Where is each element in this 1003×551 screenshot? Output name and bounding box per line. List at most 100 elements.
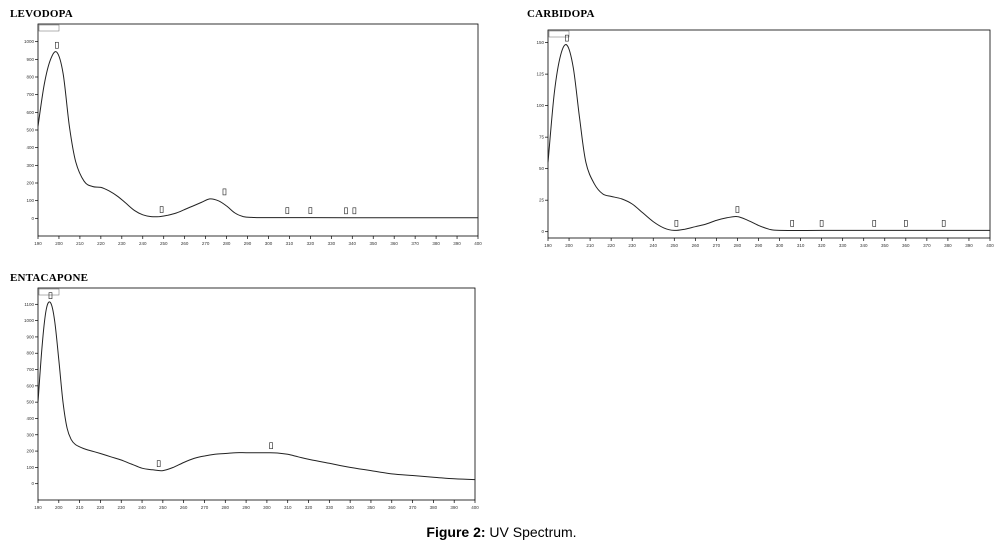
levodopa-y-tick-label: 600 [26,110,34,115]
levodopa-y-tick-label: 400 [26,145,34,150]
carbidopa-y-tick-label: 125 [536,72,544,77]
carbidopa-header-box [548,30,570,38]
levodopa-y-tick-label: 300 [26,163,34,168]
levodopa-x-tick-label: 370 [411,241,419,246]
entacapone-y-tick-label: 900 [26,334,34,339]
entacapone-y-tick-label: 600 [26,383,34,388]
carbidopa-x-tick-label: 260 [692,243,700,248]
carbidopa-peak-marker [735,206,740,213]
entacapone-x-tick-label: 190 [34,505,42,510]
entacapone-y-tick-label: 400 [26,416,34,421]
carbidopa-x-tick-label: 290 [755,243,763,248]
entacapone-x-tick-label: 380 [430,505,438,510]
levodopa-peak-marker [55,41,59,49]
levodopa-x-tick-label: 210 [76,241,84,246]
levodopa-peak-marker [308,207,313,214]
panel-title-entacapone: ENTACAPONE [10,272,89,284]
levodopa-x-tick-label: 240 [139,241,147,246]
carbidopa-x-tick-label: 240 [649,243,657,248]
entacapone-x-tick-label: 200 [55,505,63,510]
carbidopa-plot-frame [547,29,991,239]
entacapone-x-tick-label: 260 [180,505,188,510]
entacapone-x-tick-label: 300 [263,505,271,510]
carbidopa-spectrum-line [547,44,990,231]
carbidopa-y-tick-label: 25 [539,198,545,203]
entacapone-x-tick-label: 310 [284,505,292,510]
entacapone-peak-marker [156,460,161,467]
carbidopa-x-tick-label: 230 [628,243,636,248]
entacapone-x-tick-label: 290 [242,505,250,510]
levodopa-x-tick-label: 220 [97,241,105,246]
carbidopa-x-tick-label: 350 [881,243,889,248]
levodopa-header-box [38,24,60,32]
levodopa-x-tick-label: 190 [34,241,42,246]
carbidopa-y-tick-label: 0 [541,229,544,234]
carbidopa-x-tick-label: 340 [860,243,868,248]
entacapone-y-tick-label: 300 [26,432,34,437]
carbidopa-y-tick-label: 150 [536,40,544,45]
carbidopa-x-tick-label: 210 [586,243,594,248]
levodopa-x-tick-label: 300 [265,241,273,246]
carbidopa-y-tick-label: 100 [536,103,544,108]
entacapone-x-tick-label: 330 [326,505,334,510]
levodopa-x-tick-label: 270 [202,241,210,246]
levodopa-x-tick-label: 400 [474,241,482,246]
levodopa-x-tick-label: 290 [244,241,252,246]
entacapone-x-tick-label: 370 [409,505,417,510]
levodopa-peak-marker [222,188,227,196]
levodopa-peak-marker [285,207,290,214]
chart-entacapone: 190 200 210 220 230 240 250 260 270 280 290 300 310 3… [24,287,479,510]
levodopa-y-tick-label: 500 [26,128,34,133]
entacapone-x-tick-label: 350 [367,505,375,510]
levodopa-y-tick-label: 1000 [24,39,35,44]
entacapone-x-tick-label: 320 [305,505,313,510]
carbidopa-x-tick-label: 220 [607,243,615,248]
levodopa-peak-marker [159,206,164,213]
levodopa-x-tick-label: 330 [328,241,336,246]
chart-carbidopa: 190 200 210 220 230 240 250 260 270 280 290 300 310 3… [536,29,994,248]
carbidopa-peak-marker [674,220,679,227]
levodopa-x-tick-label: 360 [390,241,398,246]
panel-title-carbidopa: CARBIDOPA [527,8,595,20]
entacapone-peak-marker [269,442,273,450]
entacapone-y-tick-label: 1000 [24,318,35,323]
levodopa-y-tick-label: 100 [26,198,34,203]
entacapone-x-tick-label: 270 [201,505,209,510]
caption-text: UV Spectrum. [485,524,577,540]
carbidopa-x-tick-label: 360 [902,243,910,248]
entacapone-y-tick-label: 100 [26,465,34,470]
carbidopa-x-tick-label: 200 [565,243,573,248]
entacapone-x-tick-label: 220 [97,505,105,510]
levodopa-x-tick-label: 230 [118,241,126,246]
entacapone-y-tick-label: 1100 [24,302,34,307]
levodopa-y-tick-label: 900 [26,57,34,62]
entacapone-x-tick-label: 400 [471,505,479,510]
carbidopa-x-tick-label: 250 [671,243,679,248]
carbidopa-y-tick-label: 75 [539,135,545,140]
carbidopa-x-tick-label: 390 [965,243,973,248]
levodopa-x-tick-label: 280 [223,241,231,246]
carbidopa-x-tick-label: 280 [734,243,742,248]
entacapone-y-tick-label: 500 [26,400,34,405]
levodopa-spectrum-line [37,51,478,219]
carbidopa-x-tick-label: 300 [776,243,784,248]
entacapone-x-tick-label: 390 [450,505,458,510]
levodopa-x-tick-label: 380 [432,241,440,246]
carbidopa-x-tick-label: 330 [839,243,847,248]
entacapone-y-tick-label: 0 [31,481,34,486]
levodopa-x-tick-label: 350 [369,241,377,246]
carbidopa-y-tick-label: 50 [539,166,545,171]
carbidopa-peak-marker [790,220,794,227]
entacapone-plot-frame [37,287,476,501]
levodopa-x-tick-label: 310 [286,241,294,246]
carbidopa-peak-marker [941,220,946,227]
carbidopa-peak-marker [565,34,569,42]
carbidopa-x-tick-label: 400 [986,243,994,248]
levodopa-peak-marker [352,207,357,215]
entacapone-x-tick-label: 210 [76,505,84,510]
panel-title-levodopa: LEVODOPA [10,8,73,20]
entacapone-x-tick-label: 230 [117,505,125,510]
entacapone-spectrum-line [37,301,476,481]
levodopa-y-tick-label: 200 [26,181,34,186]
levodopa-y-tick-label: 700 [26,92,34,97]
